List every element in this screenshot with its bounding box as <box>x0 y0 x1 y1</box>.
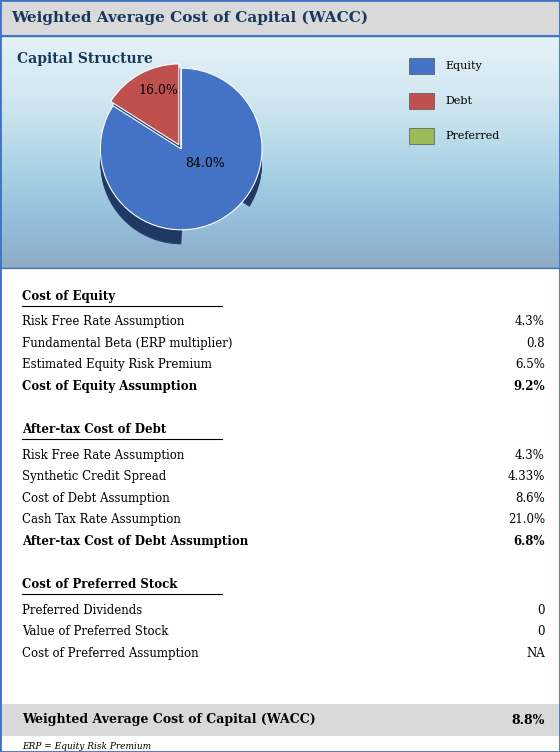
Wedge shape <box>100 83 262 244</box>
Text: Cost of Debt Assumption: Cost of Debt Assumption <box>22 492 170 505</box>
Text: Cost of Equity: Cost of Equity <box>22 290 115 303</box>
Bar <box>409 92 434 109</box>
Wedge shape <box>181 83 249 163</box>
Bar <box>409 128 434 144</box>
Wedge shape <box>181 70 249 151</box>
Text: Capital Structure: Capital Structure <box>17 52 152 66</box>
Text: 8.6%: 8.6% <box>515 492 545 505</box>
Text: 4.33%: 4.33% <box>507 471 545 484</box>
Text: Equity: Equity <box>445 61 482 71</box>
FancyBboxPatch shape <box>0 704 560 736</box>
Wedge shape <box>100 80 262 241</box>
Text: 84.0%: 84.0% <box>185 157 225 170</box>
Text: 8.8%: 8.8% <box>512 714 545 726</box>
Wedge shape <box>181 74 249 155</box>
Wedge shape <box>100 74 262 236</box>
Wedge shape <box>100 69 262 231</box>
Text: 0.8: 0.8 <box>526 337 545 350</box>
Text: After-tax Cost of Debt: After-tax Cost of Debt <box>22 423 166 436</box>
Text: Risk Free Rate Assumption: Risk Free Rate Assumption <box>22 316 184 329</box>
Text: Preferred Dividends: Preferred Dividends <box>22 604 142 617</box>
Wedge shape <box>100 71 262 232</box>
Text: 4.3%: 4.3% <box>515 449 545 462</box>
Wedge shape <box>100 81 262 243</box>
Text: 21.0%: 21.0% <box>508 514 545 526</box>
Text: 4.3%: 4.3% <box>515 316 545 329</box>
Text: 0: 0 <box>538 626 545 638</box>
Text: Estimated Equity Risk Premium: Estimated Equity Risk Premium <box>22 359 212 371</box>
Wedge shape <box>100 76 262 238</box>
Text: 6.8%: 6.8% <box>514 535 545 548</box>
Text: Cost of Preferred Stock: Cost of Preferred Stock <box>22 578 178 592</box>
Text: Value of Preferred Stock: Value of Preferred Stock <box>22 626 169 638</box>
Text: 16.0%: 16.0% <box>139 84 179 97</box>
Text: 6.5%: 6.5% <box>515 359 545 371</box>
Wedge shape <box>100 77 262 239</box>
Text: ERP = Equity Risk Premium: ERP = Equity Risk Premium <box>22 742 151 751</box>
Wedge shape <box>181 77 249 157</box>
Wedge shape <box>100 68 262 230</box>
Text: Risk Free Rate Assumption: Risk Free Rate Assumption <box>22 449 184 462</box>
Wedge shape <box>100 74 262 235</box>
Text: 9.2%: 9.2% <box>514 380 545 393</box>
Bar <box>409 58 434 74</box>
Wedge shape <box>100 68 262 230</box>
Wedge shape <box>181 72 249 153</box>
Text: Cost of Preferred Assumption: Cost of Preferred Assumption <box>22 647 199 660</box>
Wedge shape <box>181 68 249 149</box>
Text: NA: NA <box>526 647 545 660</box>
Wedge shape <box>111 64 179 144</box>
Text: 0: 0 <box>538 604 545 617</box>
Wedge shape <box>181 79 249 159</box>
Text: Weighted Average Cost of Capital (WACC): Weighted Average Cost of Capital (WACC) <box>11 11 368 26</box>
Text: Preferred: Preferred <box>445 131 500 141</box>
Wedge shape <box>181 80 249 162</box>
Text: Cost of Equity Assumption: Cost of Equity Assumption <box>22 380 197 393</box>
Wedge shape <box>100 72 262 234</box>
Wedge shape <box>100 79 262 241</box>
Text: Fundamental Beta (ERP multiplier): Fundamental Beta (ERP multiplier) <box>22 337 232 350</box>
Text: Synthetic Credit Spread: Synthetic Credit Spread <box>22 471 166 484</box>
Text: Cash Tax Rate Assumption: Cash Tax Rate Assumption <box>22 514 181 526</box>
Text: After-tax Cost of Debt Assumption: After-tax Cost of Debt Assumption <box>22 535 248 548</box>
Text: Weighted Average Cost of Capital (WACC): Weighted Average Cost of Capital (WACC) <box>22 714 316 726</box>
Text: Debt: Debt <box>445 96 472 106</box>
